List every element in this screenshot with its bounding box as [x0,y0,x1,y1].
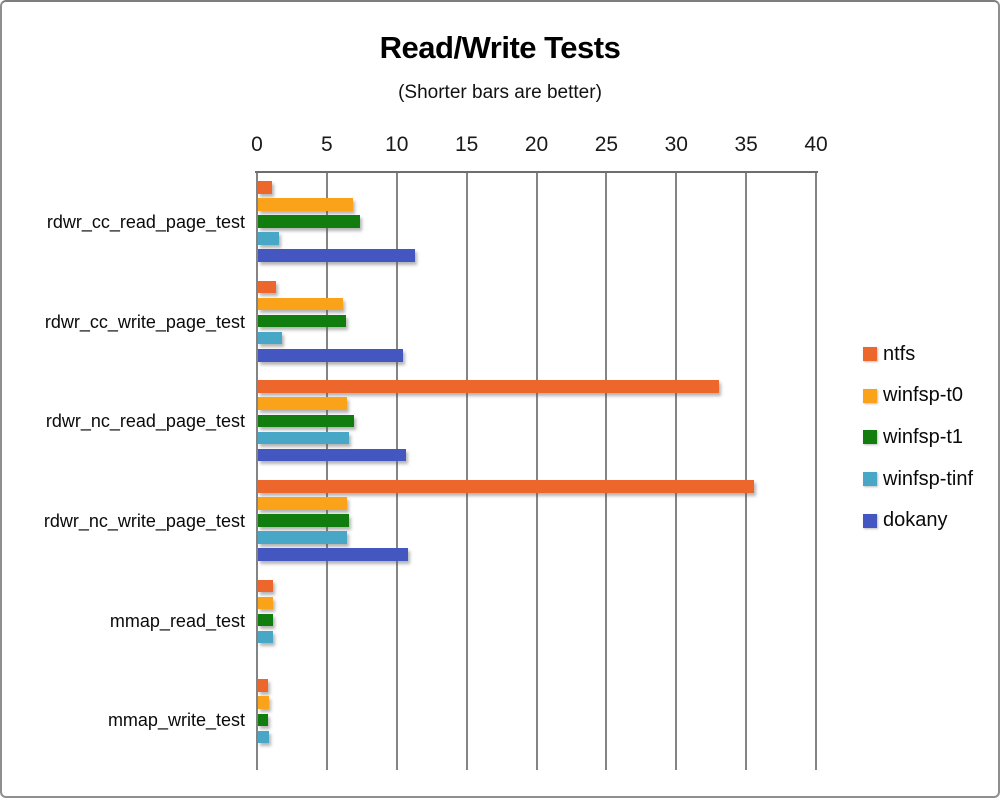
gridline-40 [815,172,817,770]
x-axis-tick-35: 35 [734,133,758,156]
legend-swatch-dokany [863,513,877,528]
bar-winfsp-t0 [258,497,348,510]
x-axis-tick-5: 5 [321,133,333,156]
legend-label: ntfs [883,342,916,365]
bar-winfsp-t1 [258,314,347,328]
category-label: rdwr_nc_read_page_test [45,411,245,432]
legend-swatch-winfsp-t0 [863,388,877,403]
bar-ntfs [258,579,274,593]
bar-winfsp-tinf [258,331,282,345]
legend-item-winfsp-tinf: winfsp-tinf [863,467,973,491]
bar-dokany [258,548,408,561]
bar-dokany [258,448,407,462]
bar-dokany [258,349,404,362]
bar-winfsp-t1 [258,215,361,228]
x-axis-tick-25: 25 [594,133,619,156]
legend-label: winfsp-tinf [883,467,974,490]
chart-title: Read/Write Tests [379,30,621,65]
legend-item-winfsp-t1: winfsp-t1 [863,425,963,449]
x-axis-line [255,171,818,173]
bar-winfsp-t1 [258,514,349,527]
bar-winfsp-t0 [258,397,348,410]
gridline-25 [605,172,608,770]
legend-label: winfsp-t0 [883,384,964,407]
bar-winfsp-t0 [258,696,270,709]
x-axis-tick-30: 30 [664,133,688,156]
gridline-10 [395,172,398,770]
chart-subtitle: (Shorter bars are better) [398,82,602,103]
category-label: rdwr_cc_read_page_test [46,211,245,232]
bar-winfsp-tinf [258,630,274,644]
bar-winfsp-tinf [258,431,349,445]
category-label: rdwr_nc_write_page_test [43,510,245,531]
bar-ntfs [258,280,277,294]
bar-winfsp-t1 [258,713,268,727]
legend-swatch-winfsp-t1 [863,430,877,445]
legend-item-dokany: dokany [863,509,948,533]
legend-item-winfsp-t0: winfsp-t0 [863,384,963,408]
legend-label: winfsp-t1 [883,425,964,448]
bar-winfsp-t0 [258,596,274,610]
x-axis-tick-20: 20 [524,133,549,156]
legend-swatch-winfsp-tinf [863,472,877,487]
category-label: mmap_write_test [107,710,245,731]
bar-ntfs [258,380,720,393]
bar-winfsp-tinf [258,232,279,245]
x-axis-tick-10: 10 [385,133,409,156]
category-label: mmap_read_test [109,610,245,631]
bar-winfsp-t1 [258,613,274,627]
gridline-35 [745,172,748,770]
gridline-5 [325,172,328,770]
gridline-30 [675,172,678,770]
y-axis-line [256,172,258,770]
x-axis-tick-0: 0 [251,133,263,156]
bar-winfsp-t0 [258,297,344,311]
bar-ntfs [258,181,272,194]
gridline-15 [465,172,468,770]
legend-swatch-ntfs [863,347,877,361]
legend-label: dokany [883,509,948,532]
bar-ntfs [258,480,755,493]
bar-winfsp-t1 [258,414,355,428]
legend-item-ntfs: ntfs [863,342,915,366]
bar-winfsp-tinf [258,730,270,744]
category-label: rdwr_cc_write_page_test [44,311,245,332]
bar-ntfs [258,679,268,692]
x-axis-tick-40: 40 [804,133,828,156]
bar-winfsp-t0 [258,198,354,211]
gridline-20 [535,172,538,770]
x-axis-tick-15: 15 [454,133,479,156]
bar-winfsp-tinf [258,531,348,544]
bar-dokany [258,249,415,262]
